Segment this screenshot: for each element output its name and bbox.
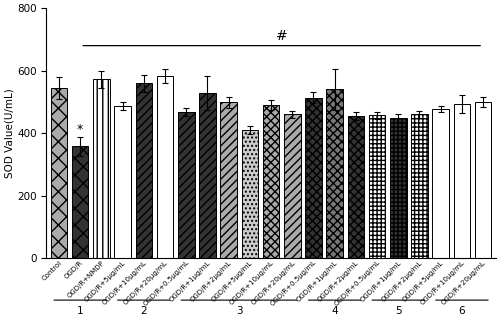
Text: *: * [77, 123, 84, 135]
Bar [305, 98, 322, 258]
Bar [475, 102, 492, 258]
Bar [432, 109, 449, 258]
Bar [93, 79, 110, 258]
Text: 2: 2 [140, 306, 147, 317]
Bar [411, 114, 428, 258]
Bar [136, 83, 152, 258]
Text: 6: 6 [458, 306, 465, 317]
Bar [326, 89, 343, 258]
Text: 3: 3 [236, 306, 242, 317]
Bar [178, 112, 194, 258]
Bar [348, 116, 364, 258]
Bar [199, 93, 216, 258]
Bar [284, 114, 300, 258]
Bar [263, 105, 280, 258]
Text: 5: 5 [395, 306, 402, 317]
Y-axis label: SOD Value(U/mL): SOD Value(U/mL) [4, 88, 14, 178]
Bar [50, 88, 68, 258]
Bar [390, 118, 406, 258]
Bar [454, 104, 470, 258]
Bar [114, 106, 131, 258]
Text: 4: 4 [332, 306, 338, 317]
Bar [369, 115, 386, 258]
Bar [242, 130, 258, 258]
Text: #: # [276, 29, 287, 43]
Bar [220, 102, 237, 258]
Bar [72, 146, 88, 258]
Bar [157, 76, 174, 258]
Text: 1: 1 [77, 306, 84, 317]
